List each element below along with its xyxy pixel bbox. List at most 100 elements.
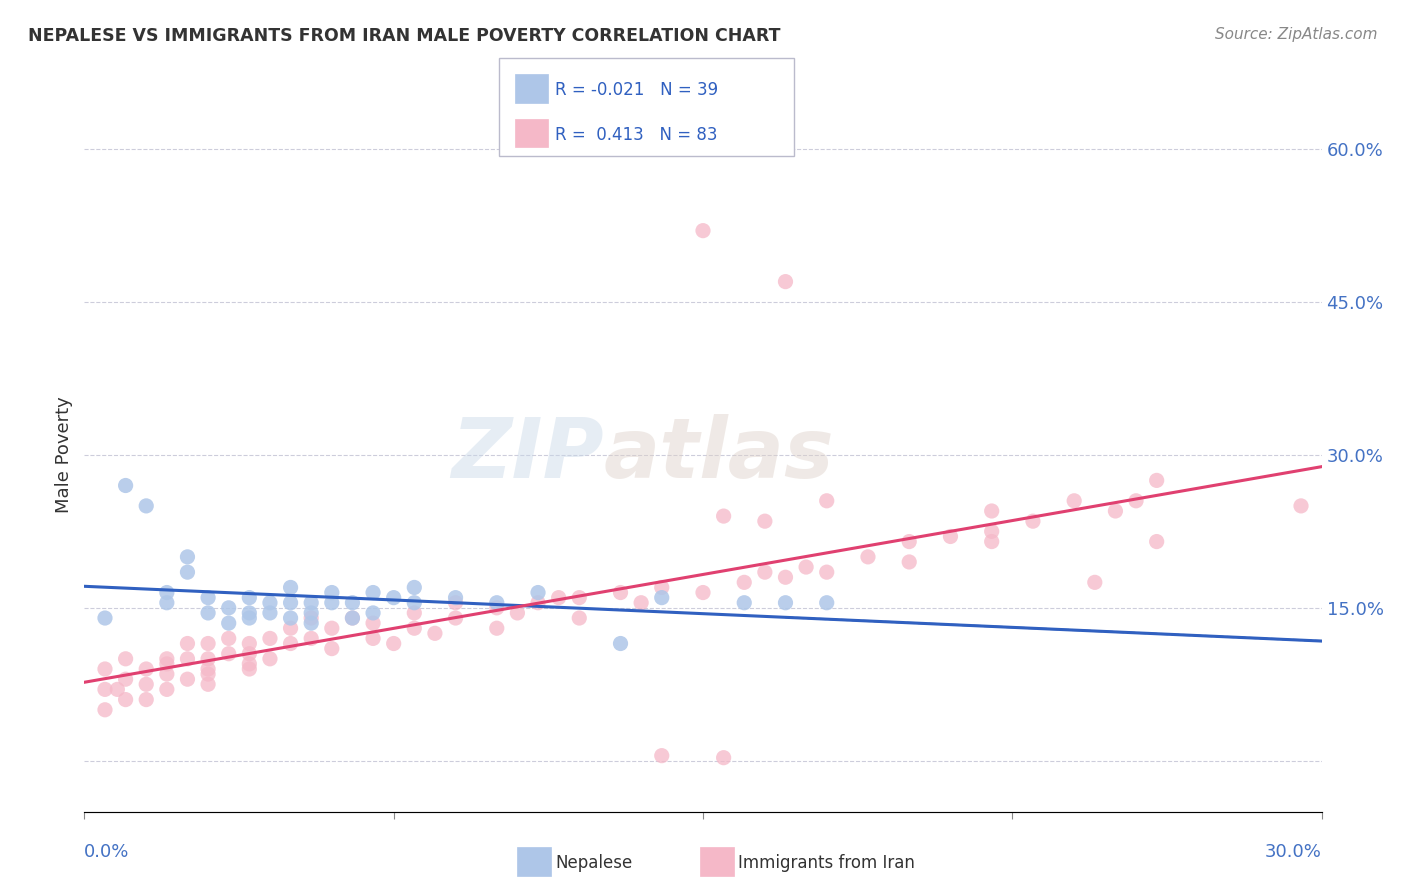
Point [382,636,405,650]
Point [197,677,219,691]
Point [485,596,508,610]
Point [259,632,281,646]
Point [197,636,219,650]
Point [1084,575,1107,590]
Point [754,565,776,579]
Point [1063,493,1085,508]
Point [713,750,735,764]
Point [156,652,179,666]
Point [156,657,179,671]
Point [156,596,179,610]
Point [238,636,260,650]
Point [444,611,467,625]
Point [259,652,281,666]
Text: Source: ZipAtlas.com: Source: ZipAtlas.com [1215,27,1378,42]
Point [238,662,260,676]
Point [342,611,364,625]
Point [980,524,1002,539]
Point [713,509,735,524]
Point [568,591,591,605]
Point [299,616,322,631]
Text: 0.0%: 0.0% [84,843,129,861]
Point [238,647,260,661]
Point [197,652,219,666]
Point [815,565,838,579]
Point [238,606,260,620]
Point [733,596,755,610]
Point [321,596,343,610]
Point [651,591,673,605]
Point [105,682,128,697]
Text: atlas: atlas [605,415,835,495]
Point [280,636,302,650]
Point [135,677,157,691]
Point [299,632,322,646]
Point [299,611,322,625]
Point [218,632,240,646]
Point [733,575,755,590]
Point [114,672,136,686]
Point [815,596,838,610]
Point [692,224,714,238]
Point [527,596,550,610]
Point [775,275,797,289]
Point [404,621,426,635]
Point [342,596,364,610]
Point [176,549,198,564]
Point [980,504,1002,518]
Point [197,591,219,605]
Point [259,606,281,620]
Text: ZIP: ZIP [451,415,605,495]
Point [444,596,467,610]
Point [197,606,219,620]
Point [135,662,157,676]
Point [280,581,302,595]
Point [94,682,117,697]
Point [218,647,240,661]
Point [114,692,136,706]
Point [1104,504,1126,518]
Point [651,581,673,595]
Point [775,570,797,584]
Point [506,606,529,620]
Point [280,611,302,625]
Point [218,600,240,615]
Point [135,692,157,706]
Text: R = -0.021   N = 39: R = -0.021 N = 39 [555,81,718,99]
Point [361,585,384,599]
Point [342,611,364,625]
Point [156,682,179,697]
Point [197,667,219,681]
Text: NEPALESE VS IMMIGRANTS FROM IRAN MALE POVERTY CORRELATION CHART: NEPALESE VS IMMIGRANTS FROM IRAN MALE PO… [28,27,780,45]
Point [361,606,384,620]
Point [444,591,467,605]
Point [156,585,179,599]
Point [259,596,281,610]
Text: Nepalese: Nepalese [555,855,633,872]
Point [94,611,117,625]
Point [156,667,179,681]
Point [238,611,260,625]
Point [280,596,302,610]
Point [176,652,198,666]
Point [692,585,714,599]
Point [775,596,797,610]
Point [630,596,652,610]
Point [176,672,198,686]
Point [321,585,343,599]
Point [176,565,198,579]
Point [94,703,117,717]
Point [980,534,1002,549]
Point [404,606,426,620]
Point [1022,514,1045,528]
Point [856,549,879,564]
Point [321,641,343,656]
Text: R =  0.413   N = 83: R = 0.413 N = 83 [555,126,718,144]
Point [238,657,260,671]
Point [1289,499,1312,513]
Point [280,621,302,635]
Point [299,596,322,610]
Point [651,748,673,763]
Point [299,606,322,620]
Point [197,662,219,676]
